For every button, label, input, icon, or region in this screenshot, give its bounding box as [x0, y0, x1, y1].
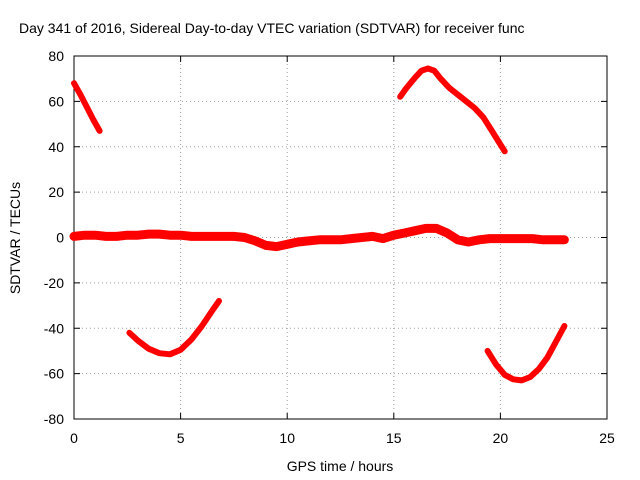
- data-series: [69, 65, 569, 384]
- x-tick-label: 25: [599, 430, 615, 446]
- x-tick-label: 10: [279, 430, 295, 446]
- series-baseline: [69, 223, 569, 252]
- chart-title: Day 341 of 2016, Sidereal Day-to-day VTE…: [19, 20, 525, 36]
- y-tick-label: 0: [56, 230, 64, 246]
- x-tick-label: 20: [493, 430, 509, 446]
- series-segment-2: [126, 298, 222, 358]
- axis-ticks: 0 5 10 15 20 25 -80 -60 -40 -20 0 20 40 60 80: [44, 48, 615, 446]
- y-tick-label: 20: [48, 184, 64, 200]
- x-tick-label: 5: [177, 430, 185, 446]
- series-segment-3: [397, 65, 508, 155]
- y-tick-label: -20: [44, 275, 64, 291]
- x-tick-label: 0: [70, 430, 78, 446]
- y-tick-label: 40: [48, 139, 64, 155]
- y-tick-label: -40: [44, 320, 64, 336]
- series-segment-1: [71, 80, 103, 134]
- y-tick-label: 60: [48, 93, 64, 109]
- grid: [74, 56, 607, 419]
- x-axis-label: GPS time / hours: [287, 458, 394, 474]
- y-tick-label: -80: [44, 411, 64, 427]
- y-tick-label: 80: [48, 48, 64, 64]
- x-tick-label: 15: [386, 430, 402, 446]
- y-axis-label: SDTVAR / TECUs: [7, 182, 23, 294]
- series-segment-4: [484, 323, 568, 384]
- y-tick-label: -60: [44, 366, 64, 382]
